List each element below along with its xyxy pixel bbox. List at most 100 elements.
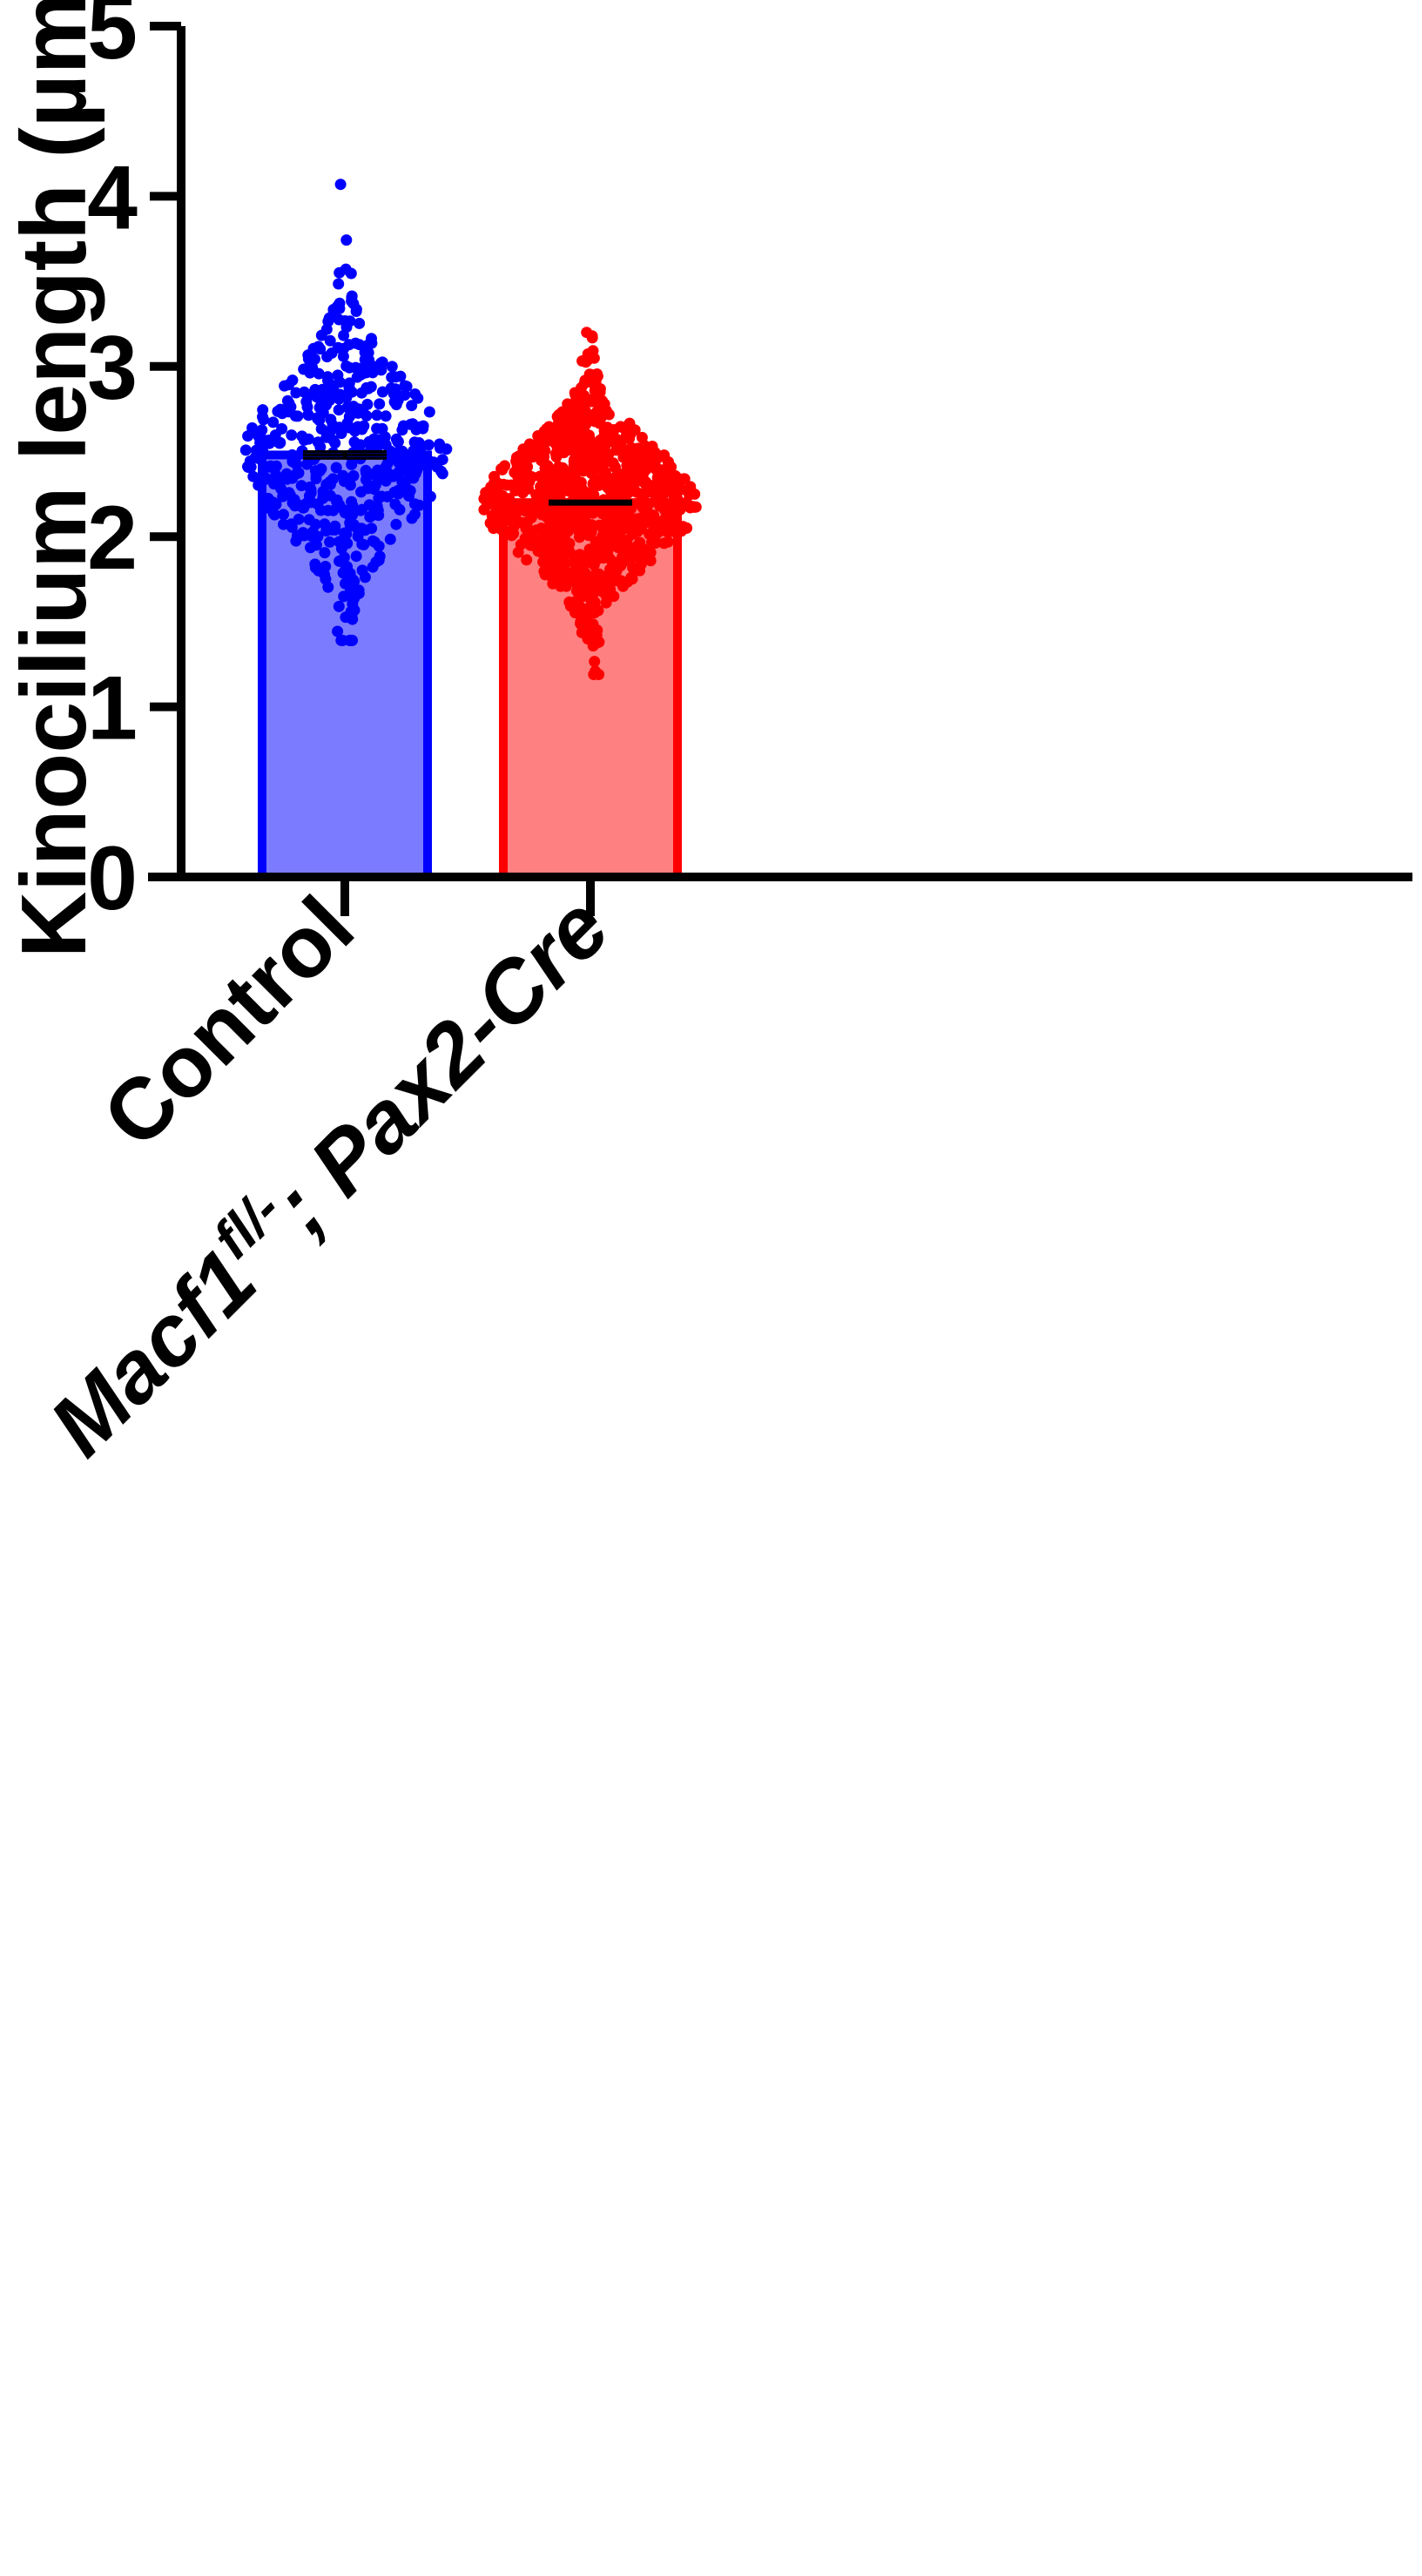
data-point (346, 458, 358, 470)
data-point (408, 436, 421, 448)
data-point (293, 513, 305, 525)
data-point (628, 478, 640, 489)
data-point (556, 462, 569, 474)
data-point (589, 584, 601, 597)
data-point (617, 580, 629, 592)
data-point (290, 387, 302, 399)
data-point (317, 388, 329, 401)
data-point (593, 459, 605, 471)
data-point (286, 429, 298, 442)
data-point (637, 469, 649, 482)
data-point (354, 439, 367, 451)
y-tick-label-1: 1 (87, 658, 138, 759)
data-point (569, 387, 581, 399)
data-point (324, 536, 336, 548)
data-point (350, 550, 362, 563)
data-point (673, 482, 685, 495)
data-point (529, 440, 541, 452)
data-point (630, 451, 642, 462)
data-point (489, 507, 502, 519)
data-point (598, 508, 610, 520)
data-point (602, 455, 614, 468)
data-point (384, 533, 396, 545)
data-point (319, 569, 330, 581)
data-point (428, 456, 440, 469)
data-point (406, 512, 418, 524)
data-point (435, 465, 448, 477)
data-point (339, 527, 350, 539)
data-point (305, 542, 316, 554)
error-bars-layer (303, 450, 632, 506)
data-point (578, 423, 590, 435)
data-point (322, 581, 334, 593)
data-point (276, 422, 288, 435)
data-point (571, 578, 583, 590)
data-point (356, 423, 368, 435)
data-point (262, 461, 274, 473)
data-point (374, 361, 387, 373)
data-point (364, 469, 376, 481)
data-point (303, 514, 315, 526)
data-point (278, 509, 289, 521)
data-point (355, 486, 367, 498)
data-point (653, 469, 665, 481)
data-point (343, 379, 354, 391)
data-point (674, 503, 686, 516)
data-point (361, 410, 373, 421)
data-point (305, 483, 317, 496)
data-point (424, 490, 436, 502)
data-point (343, 421, 355, 434)
data-point (589, 475, 601, 487)
data-point (583, 529, 595, 542)
data-point (497, 478, 509, 490)
data-point (586, 330, 598, 342)
data-point (290, 535, 302, 547)
data-point (381, 490, 394, 502)
data-point (307, 342, 320, 354)
data-point (658, 514, 671, 526)
data-point (510, 451, 522, 463)
data-point (333, 600, 345, 612)
data-point (371, 409, 383, 421)
data-point (298, 363, 310, 375)
data-point (625, 571, 637, 583)
data-point (367, 433, 380, 445)
data-point (252, 428, 264, 440)
data-point (312, 530, 324, 543)
data-point (314, 504, 327, 516)
data-point (662, 462, 674, 475)
y-tick-label-4: 4 (87, 147, 138, 248)
data-point (604, 583, 617, 596)
data-point (356, 538, 368, 550)
data-point (347, 509, 359, 521)
data-point (684, 502, 697, 514)
data-point (362, 382, 374, 394)
data-point (630, 461, 642, 472)
data-point (315, 462, 327, 475)
data-point (344, 585, 356, 597)
data-point (327, 421, 339, 434)
data-point (332, 625, 344, 637)
data-point (239, 444, 252, 456)
data-point (435, 442, 446, 455)
data-point (680, 523, 692, 534)
data-point (610, 532, 623, 544)
data-point (261, 496, 273, 508)
data-point (555, 534, 567, 546)
data-point (286, 374, 299, 387)
data-point (344, 634, 355, 646)
data-point (338, 475, 350, 488)
data-point (380, 439, 392, 451)
data-point (333, 278, 345, 290)
data-point (580, 356, 592, 368)
data-point (535, 495, 547, 507)
data-point (374, 491, 386, 503)
data-point (321, 371, 334, 383)
data-point (333, 404, 345, 416)
data-point (317, 485, 329, 497)
data-point (388, 396, 401, 408)
data-point (388, 452, 399, 464)
data-point (359, 347, 371, 359)
y-axis-label: Kinocilium length (µm) (3, 0, 105, 958)
